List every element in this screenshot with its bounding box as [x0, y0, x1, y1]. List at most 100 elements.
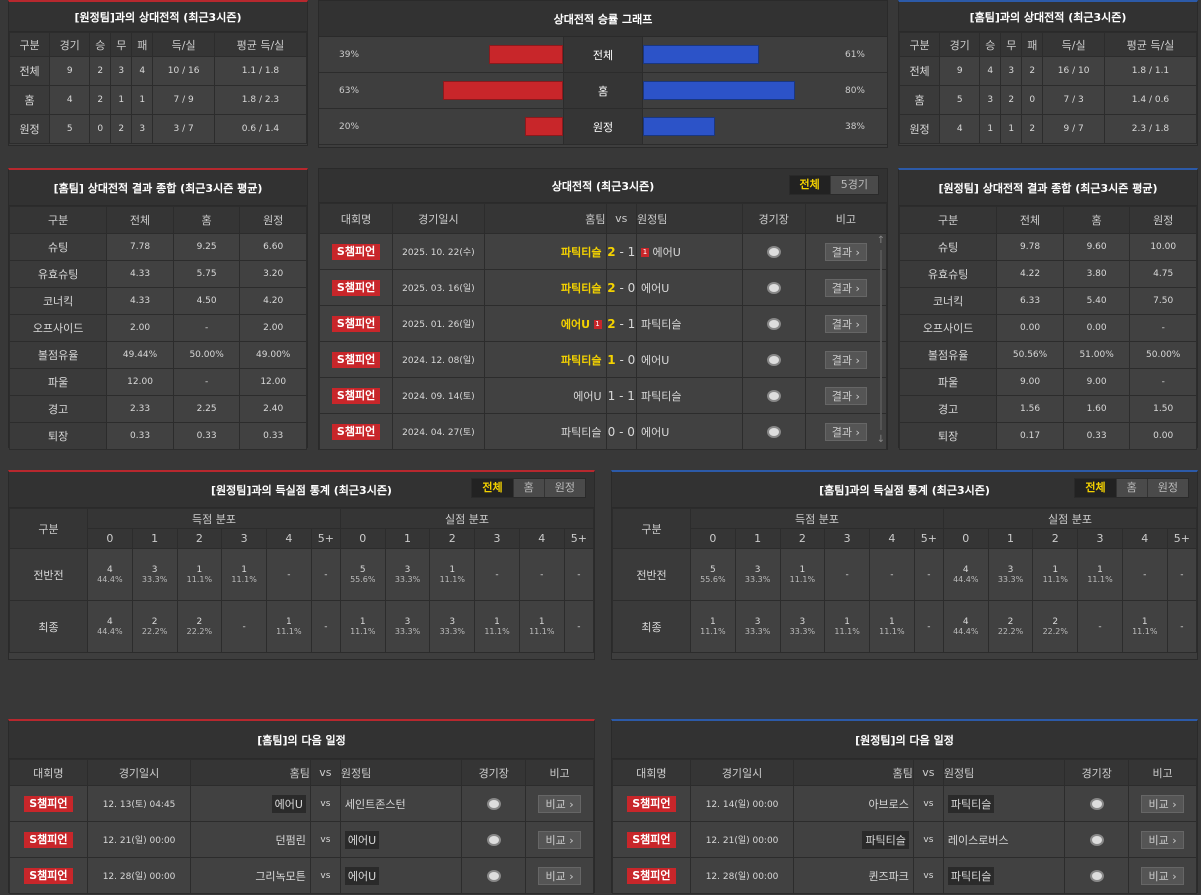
result-button[interactable]: 결과 › — [824, 278, 867, 297]
home-team-cell: 파틱티슬 — [483, 341, 607, 378]
column-header: 구분 — [612, 508, 691, 549]
vs-cell: vs — [309, 857, 341, 894]
percent: 11.1% — [1042, 575, 1068, 584]
percent: 22.2% — [1042, 627, 1068, 636]
date-cell: 2025. 03. 16(일) — [392, 269, 485, 306]
cell: 2.33 — [106, 395, 174, 423]
result-button[interactable]: 결과 › — [824, 386, 867, 405]
count: 3 — [754, 565, 761, 575]
tab-home[interactable]: 홈 — [1115, 479, 1147, 497]
column-header: vs — [605, 203, 637, 234]
count: 2 — [151, 617, 158, 627]
chevron-right-icon: › — [1168, 869, 1177, 883]
tab-all[interactable]: 전체 — [1075, 479, 1116, 497]
note-cell: 결과 › — [804, 269, 888, 306]
count: - — [324, 621, 328, 632]
cell: 9 — [939, 56, 981, 86]
panel-title: [홈팀]과의 상대전적 (최근3시즌) — [899, 2, 1197, 32]
next-home-table: 대회명 경기일시 홈팀 vs 원정팀 경기장 비고 S챔피언 12. 13(토) 04:45 에어… — [9, 759, 594, 894]
tab-5-games[interactable]: 5경기 — [829, 176, 878, 194]
column-header: 경기일시 — [392, 203, 485, 234]
cell: 0.33 — [106, 422, 174, 450]
result-label: 결과 — [831, 389, 852, 403]
goal-count-header: 4 — [1121, 528, 1168, 549]
note-cell: 비교 › — [525, 821, 594, 858]
venue-cell — [461, 821, 527, 858]
league-cell: S챔피언 — [318, 341, 394, 378]
cell: 0.33 — [172, 422, 241, 450]
percent: 55.6% — [350, 575, 376, 584]
tab-all[interactable]: 전체 — [472, 479, 513, 497]
table-row: 전반전 5 55.6% 3 33.3% 1 11.1% - - -4 44.4% 3 33.3% 1 11.… — [612, 548, 1198, 601]
result-button[interactable]: 결과 › — [824, 422, 867, 441]
home-score: 2 — [607, 316, 616, 331]
panel-title: 상대전적 (최근3시즌) 전체 5경기 — [319, 169, 887, 203]
percent: 33.3% — [439, 627, 465, 636]
away-score: 1 — [627, 388, 635, 403]
cell: 0 — [1021, 85, 1044, 115]
league-badge: S챔피언 — [24, 831, 73, 848]
column-header: 경기일시 — [86, 759, 192, 786]
scrollbar[interactable]: ↑ ↓ — [876, 235, 886, 447]
goal-count-header: 0 — [690, 528, 736, 549]
cell: 4.75 — [1129, 260, 1197, 288]
tab-home[interactable]: 홈 — [512, 479, 544, 497]
column-header: vs — [912, 759, 944, 786]
cell: 0 — [89, 114, 112, 144]
column-header: 경기장 — [1064, 759, 1130, 786]
result-button[interactable]: 결과 › — [824, 350, 867, 369]
table-row: 코너킥 6.33 5.40 7.50 — [898, 287, 1197, 315]
graph-row: 20% 원정 38% — [319, 109, 887, 145]
league-cell: S챔피언 — [318, 413, 394, 450]
chevron-right-icon: › — [565, 797, 574, 811]
h2h-home-table: 구분 경기 승 무 패 득/실 평균 득/실 전체 9 4 3 2 16 / 10 1.8 / 1.1 홈 5… — [898, 32, 1198, 144]
result-button[interactable]: 결과 › — [824, 242, 867, 261]
cell: 2 — [1000, 85, 1023, 115]
percent: 11.1% — [700, 627, 726, 636]
percent: 11.1% — [834, 627, 860, 636]
count: 1 — [1052, 565, 1059, 575]
goal-count-header: 0 — [87, 528, 133, 549]
compare-button[interactable]: 비교 › — [1141, 794, 1184, 813]
tab-all[interactable]: 전체 — [789, 176, 830, 194]
league-badge: S챔피언 — [331, 351, 381, 368]
next-away-panel: [원정팀]의 다음 일정 대회명 경기일시 홈팀 vs 원정팀 경기장 비고 S챔피언 12. … — [611, 719, 1198, 894]
count: 1 — [844, 617, 850, 627]
tab-away[interactable]: 원정 — [543, 479, 585, 497]
percent: 33.3% — [997, 575, 1024, 584]
count: - — [577, 621, 581, 632]
scroll-up-icon[interactable]: ↑ — [876, 235, 886, 246]
column-header: 평균 득/실 — [213, 32, 308, 57]
cell: 10 / 16 — [152, 56, 215, 86]
compare-button[interactable]: 비교 › — [1141, 866, 1184, 885]
tab-away[interactable]: 원정 — [1146, 479, 1188, 497]
result-button[interactable]: 결과 › — [824, 314, 867, 333]
note-cell: 비교 › — [1128, 857, 1197, 894]
right-bar-track — [643, 37, 817, 72]
table-row: 전체 9 2 3 4 10 / 16 1.1 / 1.8 — [8, 56, 308, 86]
count: 2 — [196, 617, 203, 627]
schedule-row: S챔피언 12. 28(일) 00:00 그리녹모튼 vs 에어U 비교 › — [9, 857, 594, 894]
compare-button[interactable]: 비교 › — [1141, 830, 1184, 849]
dist-cell: 2 22.2% — [1032, 600, 1079, 653]
panel-title: [홈팀] 상대전적 결과 종합 (최근3시즌 평균) — [9, 170, 307, 206]
scroll-down-icon[interactable]: ↓ — [876, 434, 886, 445]
home-team: 파틱티슬 — [862, 830, 909, 849]
compare-button[interactable]: 비교 › — [538, 830, 581, 849]
home-team-cell: 에어U 1 — [483, 305, 607, 342]
graph-row: 39% 전체 61% — [319, 37, 887, 73]
red-card-icon: 1 — [593, 320, 602, 329]
goals-stats-away-panel: [원정팀]과의 득실점 통계 (최근3시즌) 전체 홈 원정 구분 득점 분포 실점… — [8, 470, 595, 660]
compare-button[interactable]: 비교 › — [538, 866, 581, 885]
date-cell: 12. 21(일) 00:00 — [86, 821, 192, 858]
dist-cell: - — [1166, 548, 1198, 601]
table-row: 파울 12.00-12.00 — [8, 368, 307, 396]
compare-button[interactable]: 비교 › — [538, 794, 581, 813]
cell: 9.60 — [1062, 233, 1131, 261]
column-header: 경기장 — [741, 203, 806, 234]
chevron-right-icon: › — [852, 317, 860, 331]
cell: 1 — [1000, 114, 1023, 144]
compare-label: 비교 — [1148, 797, 1169, 811]
